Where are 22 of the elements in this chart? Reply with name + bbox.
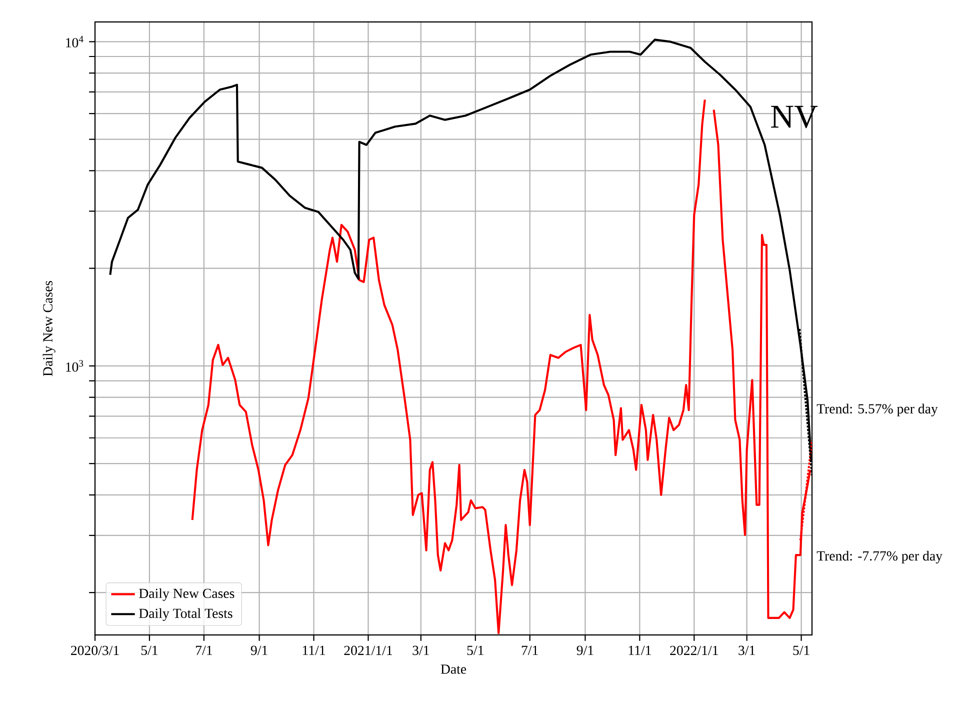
x-tick-label: 5/1 xyxy=(793,646,810,656)
x-tick-label: 2021/1/1 xyxy=(344,646,392,656)
y-tick-label: 10$^{4}$ xyxy=(66,36,84,48)
x-tick-label: 5/1 xyxy=(467,646,484,656)
x-tick-label: 2020/3/1 xyxy=(71,646,119,656)
x-tick-label: 5/1 xyxy=(141,646,158,656)
y-tick-label: 10$^{3}$ xyxy=(66,360,84,372)
legend-label: Daily Total Tests xyxy=(139,608,232,621)
x-tick-label: 7/1 xyxy=(196,646,212,656)
x-tick-label: 11/1 xyxy=(628,646,651,656)
x-axis-title: Date xyxy=(440,664,466,674)
text: Trend: -7.77% per day xyxy=(816,550,942,564)
x-tick-label: 2022/1/1 xyxy=(670,646,718,656)
x-tick-label: 7/1 xyxy=(522,646,538,656)
x-tick-label: 3/1 xyxy=(738,646,755,656)
legend-label: Daily New Cases xyxy=(139,588,234,601)
y-axis-title: Daily New Cases xyxy=(42,280,56,376)
x-tick-label: 11/1 xyxy=(302,646,325,656)
x-tick-label: 3/1 xyxy=(412,646,429,656)
x-tick-label: 9/1 xyxy=(576,646,594,656)
x-tick-label: 9/1 xyxy=(250,646,268,656)
text: Trend: 5.57% per day xyxy=(816,404,938,416)
